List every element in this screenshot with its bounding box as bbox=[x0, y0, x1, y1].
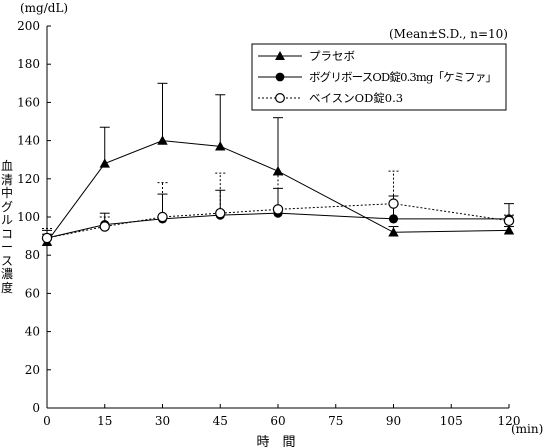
x-tick-label: 0 bbox=[43, 414, 51, 428]
y-tick-label: 20 bbox=[25, 363, 40, 377]
legend-entry-label: ボグリボースOD錠0.3mg「ケミファ」 bbox=[309, 70, 497, 84]
x-tick-label: 105 bbox=[440, 414, 463, 428]
x-tick-label: 90 bbox=[386, 414, 401, 428]
y-tick-label: 80 bbox=[25, 248, 40, 262]
open-circle-marker bbox=[388, 198, 399, 209]
open-circle-marker bbox=[99, 221, 110, 232]
x-tick-label: 30 bbox=[155, 414, 170, 428]
triangle-marker bbox=[275, 51, 285, 60]
y-tick-label: 160 bbox=[17, 95, 40, 109]
x-tick-label: 75 bbox=[328, 414, 343, 428]
triangle-marker bbox=[388, 227, 399, 237]
y-tick-label: 180 bbox=[17, 57, 40, 71]
chart-axes: 0 20 40 60 80 100 120 140 160 180 200 0 15 30 45 60 75 90… bbox=[17, 19, 520, 428]
open-circle-marker bbox=[272, 204, 284, 215]
filled-circle-marker bbox=[275, 72, 285, 82]
y-tick-label: 60 bbox=[25, 286, 40, 300]
y-tick-label: 100 bbox=[17, 210, 40, 224]
y-axis-title: 血清中グルコース濃度 bbox=[0, 159, 13, 295]
stats-note: (Mean±S.D., n=10) bbox=[389, 27, 508, 41]
y-tick-label: 40 bbox=[25, 325, 40, 339]
x-tick-label: 60 bbox=[270, 414, 285, 428]
y-unit-label: (mg/dL) bbox=[20, 1, 68, 15]
legend-entry-label: ベイスンOD錠0.3 bbox=[309, 91, 403, 105]
triangle-marker bbox=[157, 135, 168, 145]
triangle-marker bbox=[215, 141, 226, 151]
open-circle-marker bbox=[157, 211, 168, 223]
y-tick-label: 120 bbox=[17, 172, 40, 186]
triangle-marker bbox=[503, 225, 515, 235]
y-tick-label: 0 bbox=[32, 401, 40, 415]
open-circle-marker bbox=[215, 207, 226, 219]
y-tick-label: 200 bbox=[17, 19, 40, 33]
x-tick-label: 15 bbox=[97, 414, 112, 428]
x-unit-label: (min) bbox=[511, 422, 543, 436]
triangle-marker bbox=[272, 165, 284, 176]
open-circle-marker bbox=[41, 232, 53, 244]
x-tick-label: 120 bbox=[498, 414, 521, 428]
series-markers bbox=[41, 135, 515, 246]
triangle-marker bbox=[99, 158, 110, 168]
x-tick-label: 45 bbox=[213, 414, 228, 428]
legend-entry-label: プラセボ bbox=[309, 49, 355, 63]
open-circle-marker bbox=[275, 93, 285, 103]
filled-circle-marker bbox=[388, 214, 399, 224]
x-axis-title: 時 間 bbox=[256, 435, 295, 448]
y-tick-label: 140 bbox=[17, 134, 40, 148]
open-circle-marker bbox=[503, 215, 515, 227]
